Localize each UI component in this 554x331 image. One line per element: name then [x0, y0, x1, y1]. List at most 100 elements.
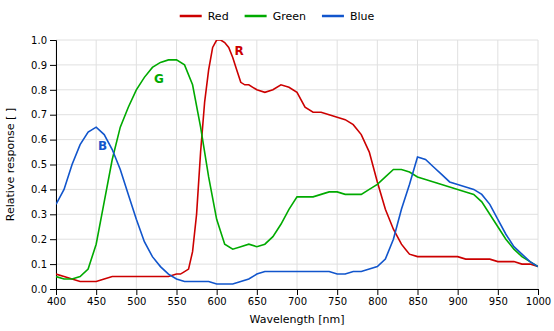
tick-mark — [50, 189, 56, 190]
tick: 700 — [288, 289, 307, 307]
legend-label: Green — [273, 10, 306, 23]
tick-label: 900 — [449, 296, 468, 307]
tick: 0.0 — [31, 284, 56, 295]
y-axis-title: Relative response [ ] — [4, 108, 17, 221]
annotation: G — [154, 72, 164, 86]
axis-line — [50, 41, 57, 290]
legend-label: Blue — [350, 10, 375, 23]
tick: 400 — [47, 289, 66, 307]
tick-label: 600 — [208, 296, 227, 307]
tick: 1.0 — [31, 35, 56, 46]
tick: 550 — [167, 289, 186, 307]
tick-mark — [50, 264, 56, 265]
tick-label: 1.0 — [31, 35, 47, 46]
tick-label: 400 — [47, 296, 66, 307]
tick-label: 0.2 — [31, 234, 47, 245]
chart: 400 450 500 550 600 650 700 750 800 850 900 950 1000… — [0, 0, 554, 331]
tick-label: 0.1 — [31, 259, 47, 270]
tick-label: 0.0 — [31, 284, 47, 295]
y-axis: 0.0 0.1 0.2 0.3 0.4 0.5 0.6 0.7 0.8 0.9 1.0 — [31, 35, 56, 295]
annotation: R — [235, 44, 244, 58]
tick-mark — [50, 165, 56, 166]
grid-line — [56, 40, 538, 41]
tick-mark — [337, 289, 338, 295]
tick-mark — [136, 289, 137, 295]
tick-label: 700 — [288, 296, 307, 307]
tick-mark — [257, 289, 258, 295]
tick: 0.7 — [31, 109, 56, 120]
tick-mark — [297, 289, 298, 295]
tick-label: 0.9 — [31, 60, 47, 71]
legend-item: Blue — [322, 10, 375, 23]
tick: 0.8 — [31, 85, 56, 96]
x-axis: 400 450 500 550 600 650 700 750 800 850 900 950 1000 — [47, 289, 551, 307]
tick: 750 — [328, 289, 347, 307]
tick-label: 850 — [408, 296, 427, 307]
tick: 0.3 — [31, 209, 56, 220]
tick: 0.6 — [31, 134, 56, 145]
tick-mark — [418, 289, 419, 295]
tick: 900 — [449, 289, 468, 307]
grid-line — [56, 64, 538, 65]
tick: 0.4 — [31, 184, 56, 195]
grid — [56, 40, 538, 289]
grid-line — [56, 89, 538, 90]
tick-label: 0.4 — [31, 184, 47, 195]
grid-line — [56, 214, 538, 215]
tick-mark — [96, 289, 97, 295]
tick: 950 — [489, 289, 508, 307]
tick-mark — [50, 115, 56, 116]
legend-item: Red — [180, 10, 229, 23]
series-line — [56, 40, 538, 282]
tick: 850 — [408, 289, 427, 307]
tick-label: 0.7 — [31, 109, 47, 120]
tick-mark — [217, 289, 218, 295]
legend-label: Red — [208, 10, 229, 23]
tick: 450 — [87, 289, 106, 307]
tick-label: 0.3 — [31, 209, 47, 220]
tick-label: 650 — [248, 296, 267, 307]
grid-line — [56, 264, 538, 265]
tick: 650 — [248, 289, 267, 307]
tick-mark — [538, 289, 539, 295]
tick-mark — [50, 214, 56, 215]
tick-mark — [50, 65, 56, 66]
tick: 0.5 — [31, 159, 56, 170]
legend-swatch — [322, 15, 344, 18]
grid-line — [56, 189, 538, 190]
tick-label: 950 — [489, 296, 508, 307]
tick-label: 0.5 — [31, 159, 47, 170]
tick-label: 750 — [328, 296, 347, 307]
tick: 0.2 — [31, 234, 56, 245]
series-line — [56, 60, 538, 279]
tick-label: 0.6 — [31, 134, 47, 145]
grid-line — [56, 139, 538, 140]
annotation: B — [98, 139, 107, 153]
tick-mark — [498, 289, 499, 295]
grid-line — [56, 114, 538, 115]
tick-label: 500 — [127, 296, 146, 307]
grid-line — [56, 239, 538, 240]
tick-label: 550 — [167, 296, 186, 307]
tick-mark — [50, 40, 56, 41]
x-axis-title: Wavelength [nm] — [249, 313, 344, 326]
tick: 800 — [368, 289, 387, 307]
tick: 600 — [208, 289, 227, 307]
tick-label: 0.8 — [31, 85, 47, 96]
tick: 0.9 — [31, 60, 56, 71]
annotations: R G B — [98, 44, 244, 153]
tick-mark — [50, 140, 56, 141]
tick-mark — [50, 289, 56, 290]
tick: 500 — [127, 289, 146, 307]
tick-mark — [458, 289, 459, 295]
legend-swatch — [180, 15, 202, 18]
grid-line — [56, 164, 538, 165]
tick-mark — [50, 239, 56, 240]
tick: 1000 — [526, 289, 551, 307]
tick-label: 1000 — [526, 296, 551, 307]
legend-item: Green — [245, 10, 306, 23]
tick-mark — [50, 90, 56, 91]
axis-line — [57, 290, 539, 296]
tick: 0.1 — [31, 259, 56, 270]
series-line — [56, 127, 538, 284]
